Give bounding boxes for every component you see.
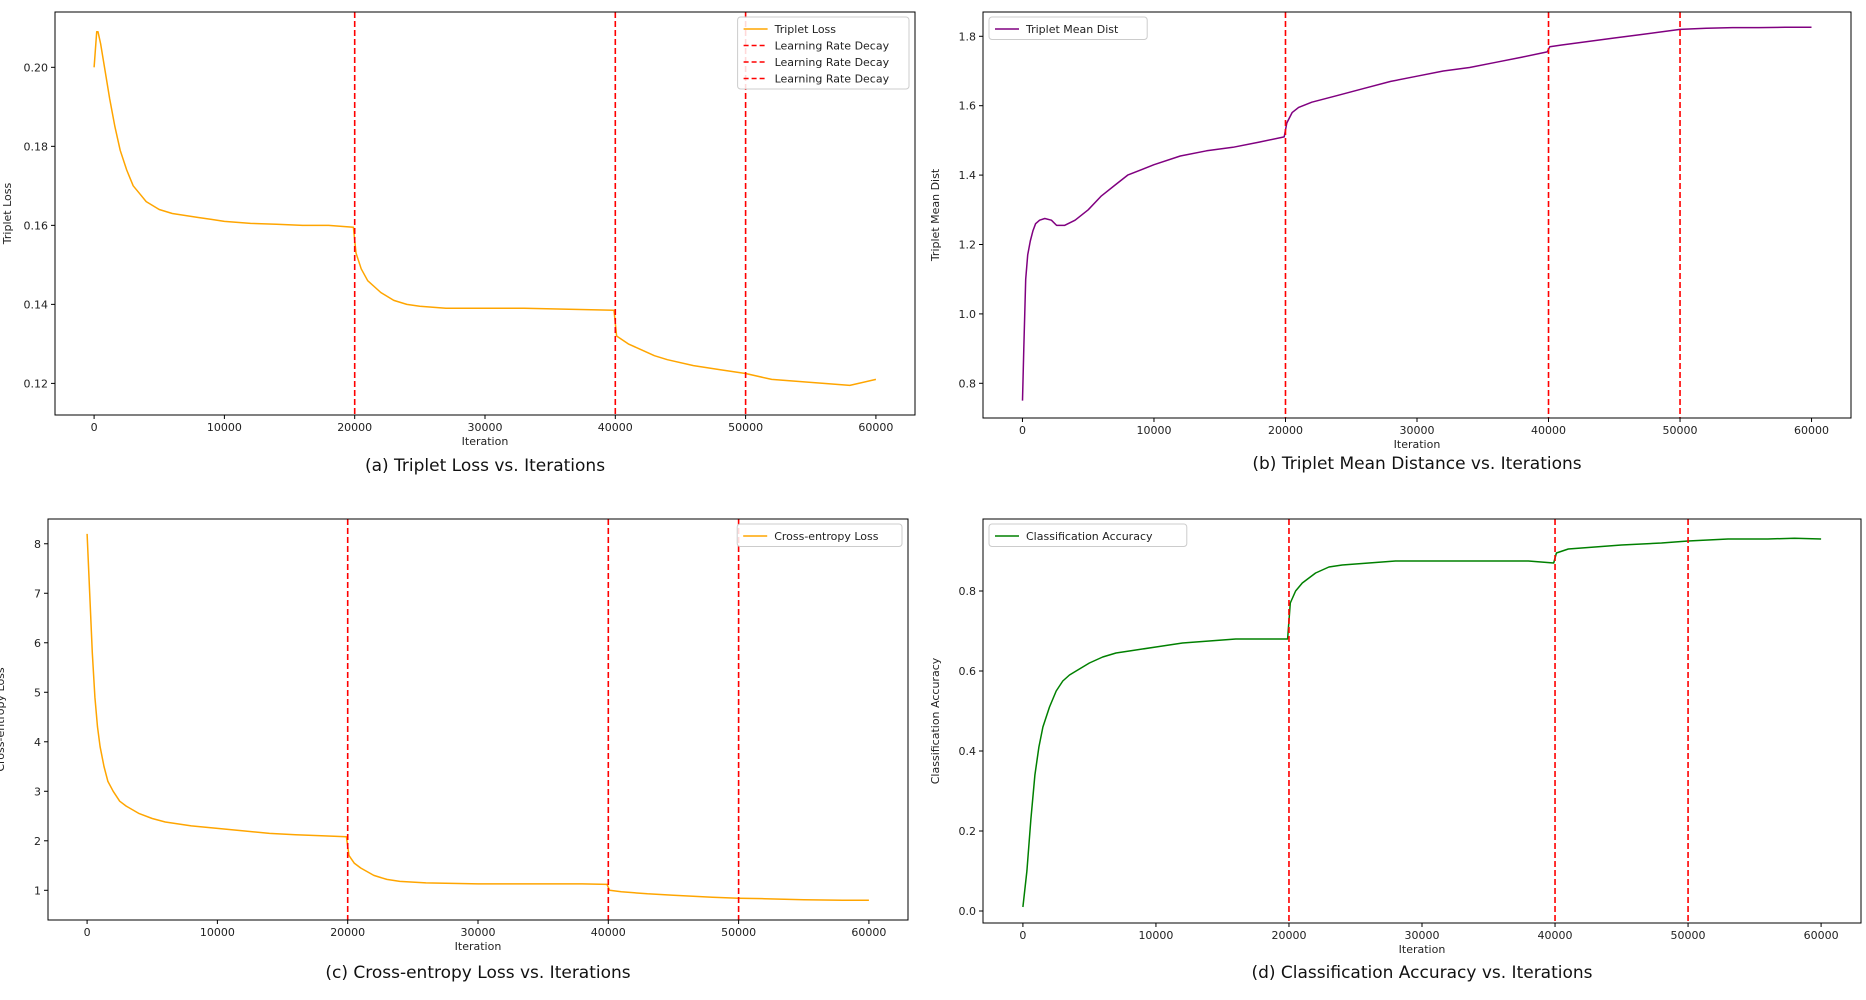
caption-text-c: Cross-entropy Loss vs. Iterations xyxy=(353,963,630,983)
x-tick-label-c-5: 50000 xyxy=(721,926,756,939)
caption-letter-a: (a) xyxy=(365,456,394,476)
y-axis-label-d: Classification Accuracy xyxy=(929,657,942,784)
x-axis-label-a: Iteration xyxy=(462,435,509,448)
x-tick-label-d-2: 20000 xyxy=(1271,929,1306,942)
legend-box-b xyxy=(988,16,1148,40)
y-tick-label-c-7: 8 xyxy=(34,538,41,551)
y-tick-label-a-1: 0.14 xyxy=(24,298,49,311)
x-tick-label-a-4: 40000 xyxy=(598,421,633,434)
legend-box-d xyxy=(988,523,1188,547)
y-tick-label-c-1: 2 xyxy=(34,835,41,848)
y-tick-label-d-0: 0.0 xyxy=(959,905,977,918)
y-tick-label-b-1: 1.0 xyxy=(959,308,977,321)
y-tick-label-b-5: 1.8 xyxy=(959,30,977,43)
y-tick-label-c-0: 1 xyxy=(34,884,41,897)
y-tick-label-b-3: 1.4 xyxy=(959,169,977,182)
x-tick-label-d-0: 0 xyxy=(1019,929,1026,942)
x-axis-label-d: Iteration xyxy=(1399,943,1446,956)
x-tick-label-d-5: 50000 xyxy=(1671,929,1706,942)
legend-label-a-3: Learning Rate Decay xyxy=(775,73,890,86)
x-tick-label-b-3: 30000 xyxy=(1400,424,1435,437)
x-tick-label-b-5: 50000 xyxy=(1663,424,1698,437)
y-tick-label-d-2: 0.4 xyxy=(959,745,977,758)
legend-d: Classification Accuracy xyxy=(988,523,1188,547)
panels: 0 10000 20000 30000 40000 50000 60000 0.12 0.14 0… xyxy=(0,11,1862,983)
legend-box-a xyxy=(737,16,910,90)
chart-panel-d: 0 10000 20000 30000 40000 50000 60000 0.0 0.2 0.4… xyxy=(929,518,1862,983)
x-axis-label-c: Iteration xyxy=(455,940,502,953)
y-tick-label-c-4: 5 xyxy=(34,686,41,699)
caption-d: (d) Classification Accuracy vs. Iteratio… xyxy=(1251,963,1592,983)
x-tick-label-a-5: 50000 xyxy=(728,421,763,434)
legend-label-a-2: Learning Rate Decay xyxy=(775,56,890,69)
caption-letter-d: (d) xyxy=(1251,963,1280,983)
x-tick-label-a-3: 30000 xyxy=(468,421,503,434)
caption-text-b: Triplet Mean Distance vs. Iterations xyxy=(1281,454,1582,474)
x-tick-label-a-0: 0 xyxy=(91,421,98,434)
x-tick-label-c-0: 0 xyxy=(84,926,91,939)
x-tick-label-c-2: 20000 xyxy=(330,926,365,939)
caption-letter-c: (c) xyxy=(325,963,353,983)
x-tick-label-b-4: 40000 xyxy=(1531,424,1566,437)
x-tick-label-a-2: 20000 xyxy=(337,421,372,434)
caption-b: (b) Triplet Mean Distance vs. Iterations xyxy=(1252,454,1581,474)
legend-label-a-0: Triplet Loss xyxy=(774,23,837,36)
x-tick-label-b-1: 10000 xyxy=(1136,424,1171,437)
chart-panel-b: 0 10000 20000 30000 40000 50000 60000 0.8 1.0 1.2… xyxy=(929,11,1852,474)
y-tick-label-a-4: 0.20 xyxy=(24,61,49,74)
series-line-b-0 xyxy=(1021,26,1812,401)
x-tick-label-b-2: 20000 xyxy=(1268,424,1303,437)
caption-letter-b: (b) xyxy=(1252,454,1281,474)
y-tick-label-a-2: 0.16 xyxy=(24,219,49,232)
y-tick-label-b-0: 0.8 xyxy=(959,377,977,390)
y-tick-label-d-4: 0.8 xyxy=(959,585,977,598)
y-axis-label-c: Cross-entropy Loss xyxy=(0,667,7,772)
y-tick-label-b-2: 1.2 xyxy=(959,238,977,251)
y-axis-label-b: Triplet Mean Dist xyxy=(929,168,942,262)
x-tick-label-a-6: 60000 xyxy=(858,421,893,434)
y-tick-label-c-6: 7 xyxy=(34,587,41,600)
x-tick-label-a-1: 10000 xyxy=(207,421,242,434)
chart-panel-a: 0 10000 20000 30000 40000 50000 60000 0.12 0.14 0… xyxy=(1,11,916,476)
y-tick-label-d-1: 0.2 xyxy=(959,825,977,838)
x-tick-label-d-6: 60000 xyxy=(1804,929,1839,942)
legend-label-c-0: Cross-entropy Loss xyxy=(774,530,879,543)
x-tick-label-c-3: 30000 xyxy=(461,926,496,939)
y-tick-label-b-4: 1.6 xyxy=(959,100,977,113)
y-tick-label-d-3: 0.6 xyxy=(959,665,977,678)
legend-label-d-0: Classification Accuracy xyxy=(1026,530,1153,543)
x-axis-label-b: Iteration xyxy=(1394,438,1441,451)
y-tick-label-c-2: 3 xyxy=(34,785,41,798)
x-tick-label-c-1: 10000 xyxy=(200,926,235,939)
caption-a: (a) Triplet Loss vs. Iterations xyxy=(365,456,605,476)
x-tick-label-d-4: 40000 xyxy=(1538,929,1573,942)
series-line-a-0 xyxy=(93,31,877,387)
y-tick-label-a-3: 0.18 xyxy=(24,140,49,153)
legend-label-b-0: Triplet Mean Dist xyxy=(1025,23,1119,36)
caption-text-a: Triplet Loss vs. Iterations xyxy=(393,456,605,476)
legend-c: Cross-entropy Loss xyxy=(736,523,903,547)
y-axis-label-a: Triplet Loss xyxy=(1,183,14,246)
x-tick-label-b-6: 60000 xyxy=(1794,424,1829,437)
x-tick-label-c-4: 40000 xyxy=(591,926,626,939)
y-tick-label-c-3: 4 xyxy=(34,736,41,749)
caption-text-d: Classification Accuracy vs. Iterations xyxy=(1281,963,1593,983)
caption-c: (c) Cross-entropy Loss vs. Iterations xyxy=(325,963,630,983)
x-tick-label-b-0: 0 xyxy=(1019,424,1026,437)
legend-a: Triplet Loss Learning Rate Decay Learning … xyxy=(737,16,910,90)
legend-b: Triplet Mean Dist xyxy=(988,16,1148,40)
y-tick-label-c-5: 6 xyxy=(34,637,41,650)
x-tick-label-c-6: 60000 xyxy=(851,926,886,939)
legend-label-a-1: Learning Rate Decay xyxy=(775,40,890,53)
x-tick-label-d-1: 10000 xyxy=(1138,929,1173,942)
y-tick-label-a-0: 0.12 xyxy=(24,377,49,390)
chart-panel-c: 0 10000 20000 30000 40000 50000 60000 1 2 3 4 5 6 7 8 I… xyxy=(0,518,909,983)
legend-box-c xyxy=(736,523,903,547)
series-line-d-0 xyxy=(1022,537,1822,908)
x-tick-label-d-3: 30000 xyxy=(1405,929,1440,942)
